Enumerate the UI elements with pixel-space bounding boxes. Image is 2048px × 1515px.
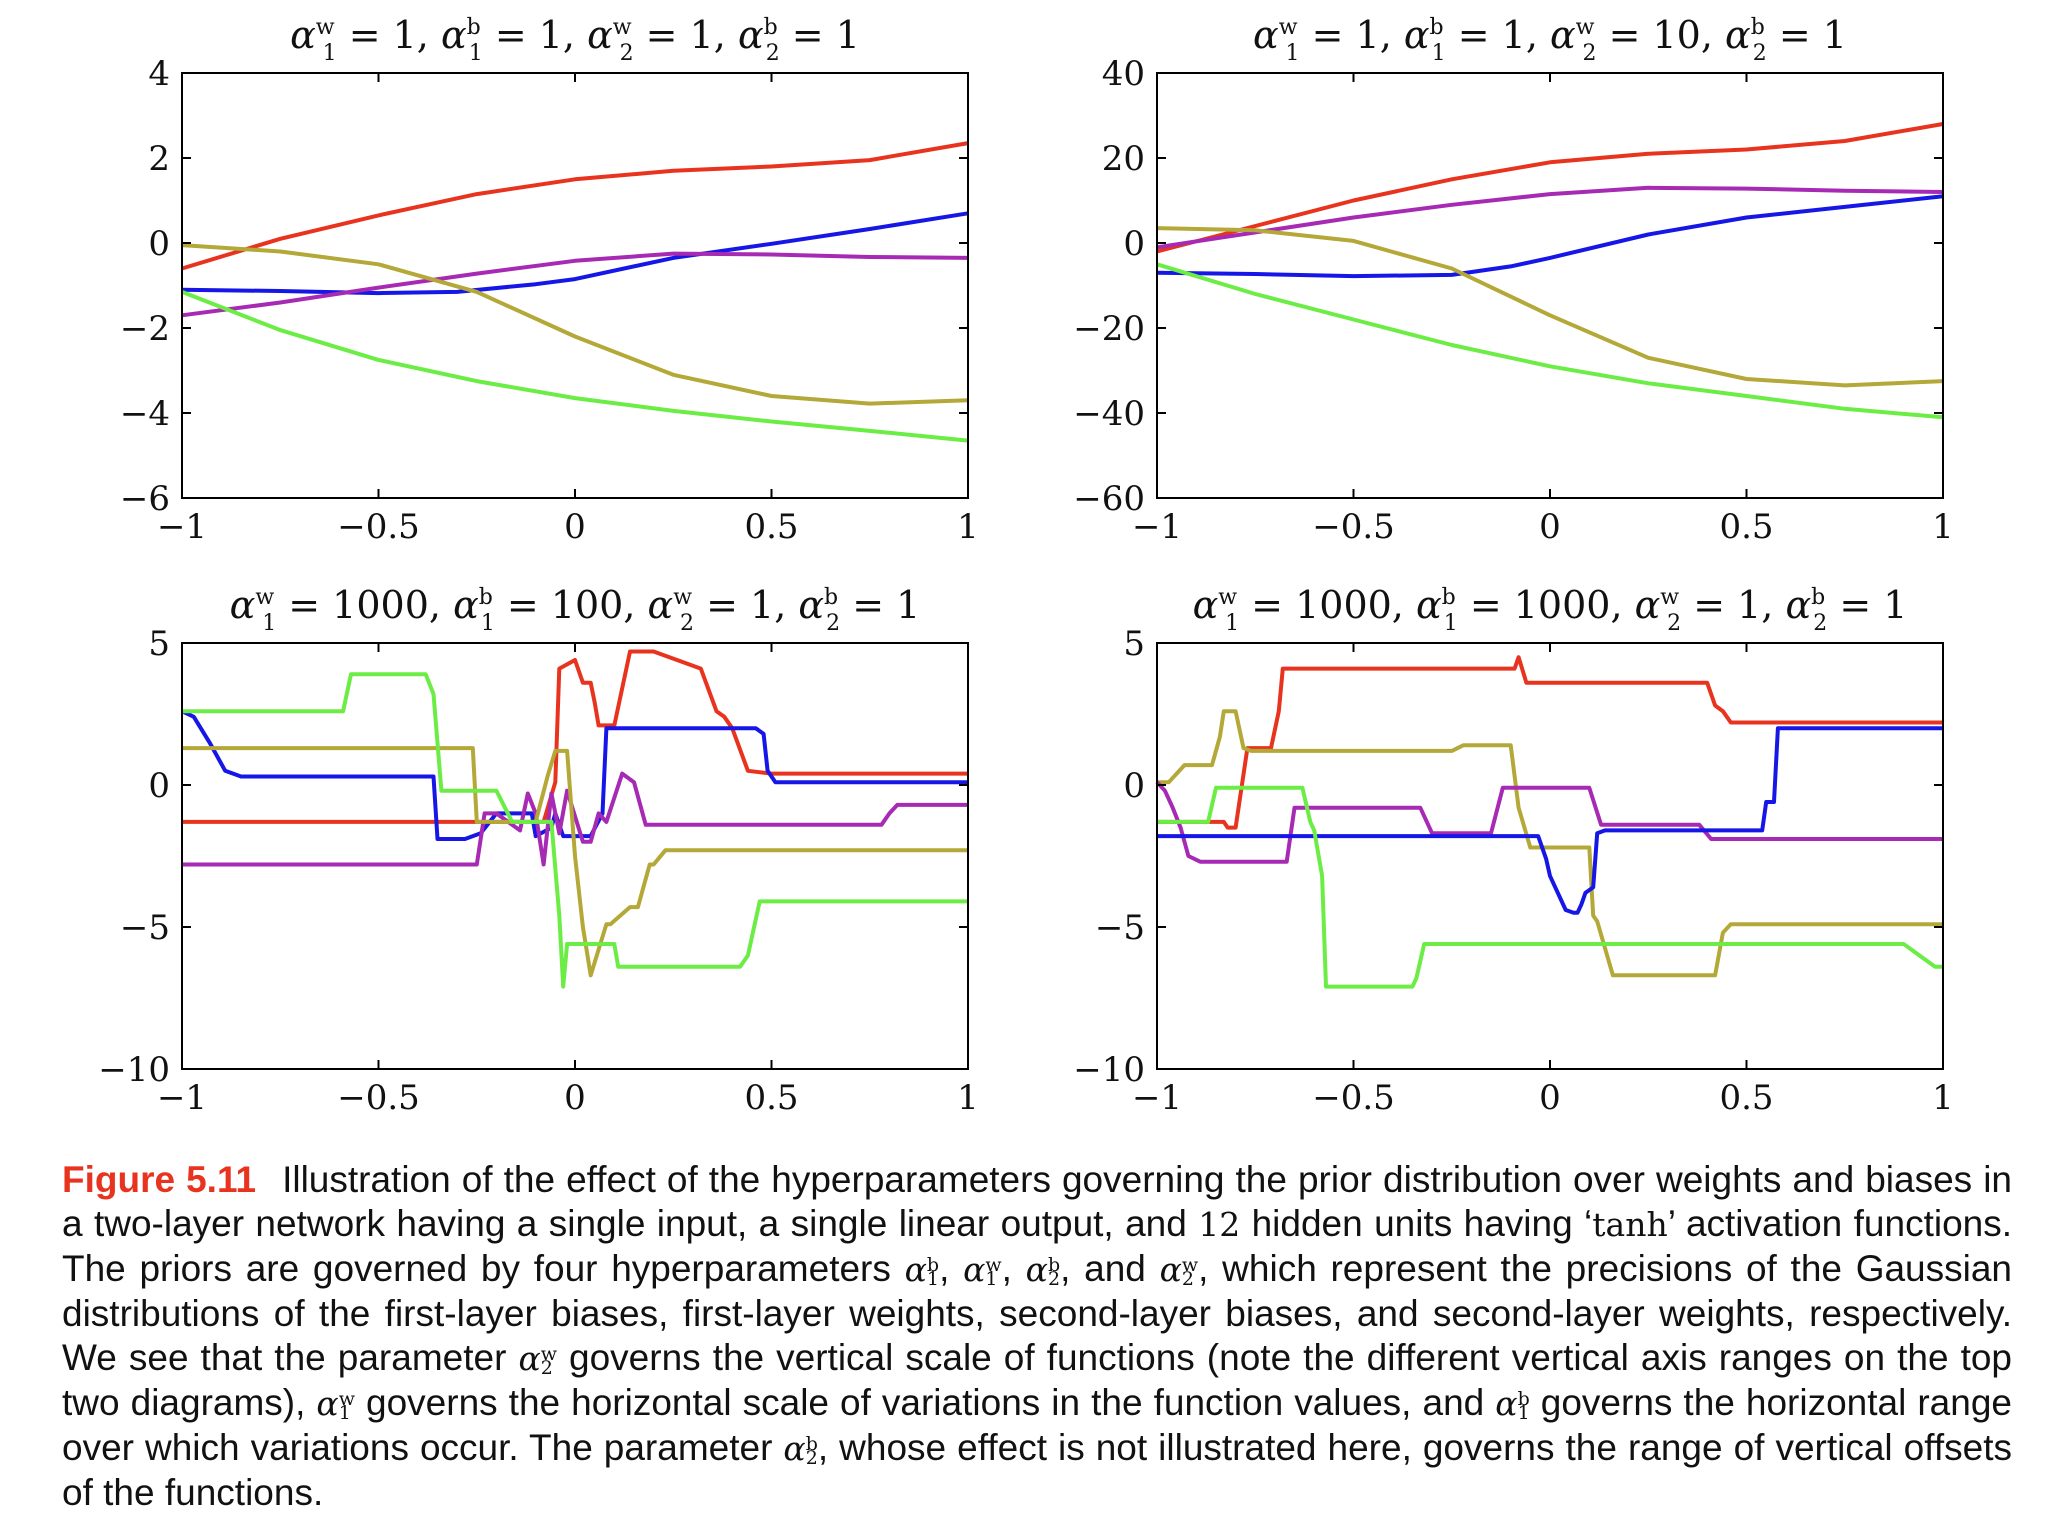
y-tick-label: 0 [1123,766,1145,806]
x-tick-label: 0 [564,507,586,547]
series-line-3 [1155,780,1943,864]
x-tick-label: 1 [957,507,979,547]
x-tick-label: 0 [1539,1078,1561,1118]
series-line-1 [181,141,969,271]
y-tick-label: −6 [120,479,170,519]
caption-text-7: , which represent the precisions of the … [62,1248,2013,1378]
caption-tanh: tanh [1592,1205,1668,1244]
x-tick-label: 1 [1932,1078,1954,1118]
panel-title: αw 1 = 1000, αb 1 = 100, αw 2 = 1, αb 2 = 1 [230,583,921,636]
x-tick-label: −0.5 [337,1078,420,1118]
y-tick-label: 20 [1102,139,1145,179]
caption-text-11: , whose effect is not illustrated here, … [62,1427,2012,1513]
caption-text-4: , [939,1248,964,1289]
x-tick-label: 1 [957,1078,979,1118]
y-tick-label: 5 [1123,624,1145,664]
y-tick-label: −10 [98,1050,170,1090]
series-line-2 [181,211,969,296]
series-line-1 [182,649,968,824]
caption-text-6: , and [1060,1248,1160,1289]
x-tick-label: 1 [1932,507,1954,547]
x-tick-label: −1 [157,1078,207,1118]
x-tick-label: −0.5 [1312,507,1395,547]
caption-text-10: governs the horizontal range over which … [62,1382,2012,1468]
series-line-1 [1157,655,1943,830]
series-line-1 [1156,122,1944,254]
series-line-4 [181,243,969,406]
series-line-2 [181,709,968,841]
y-tick-label: −5 [120,908,170,948]
y-tick-label: 0 [1123,224,1145,264]
series-line-3 [181,251,969,318]
series-line-5 [182,672,968,989]
series-line-2 [1157,709,1943,978]
y-tick-label: 40 [1102,54,1145,94]
y-tick-label: −5 [1095,908,1145,948]
x-tick-label: −1 [1132,1078,1182,1118]
y-tick-label: 0 [148,224,170,264]
figure-label: Figure 5.11 [62,1159,257,1200]
y-tick-label: 5 [148,624,170,664]
plot-frame [181,72,969,499]
plot-frame [1156,642,1944,1070]
y-tick-label: −10 [1073,1050,1145,1090]
x-tick-label: −1 [1132,507,1182,547]
series-line-5 [1156,262,1944,420]
x-tick-label: −0.5 [337,507,420,547]
y-tick-label: −40 [1073,394,1145,434]
panel-title: αw 1 = 1, αb 1 = 1, αw 2 = 10, αb 2 = 1 [1253,13,1847,66]
x-tick-label: −0.5 [1312,1078,1395,1118]
x-tick-label: 0 [1539,507,1561,547]
x-tick-label: 0.5 [1719,507,1773,547]
caption-text-8: governs the vertical scale of functions … [62,1337,2013,1423]
series-line-5 [1157,785,1943,989]
series-line-4 [1157,726,1943,915]
x-tick-label: 0.5 [1719,1078,1773,1118]
series-line-2 [1156,185,1944,250]
y-tick-label: 2 [148,139,170,179]
y-tick-label: 4 [148,54,170,94]
plot-frame [1156,72,1944,499]
caption-text-1: Illustration of the effect of the hyperp… [62,1159,2012,1244]
panel-title: αw 1 = 1, αb 1 = 1, αw 2 = 1, αb 2 = 1 [290,13,860,66]
caption-text-5: , [1001,1248,1026,1289]
caption-text-3: ’ activation functions. The priors are g… [62,1203,2013,1289]
y-tick-label: −60 [1073,479,1145,519]
caption-text-9: governs the horizontal scale of variatio… [354,1382,1496,1423]
y-tick-label: −20 [1073,309,1145,349]
x-tick-label: 0 [564,1078,586,1118]
x-tick-label: 0.5 [744,507,798,547]
series-line-4 [1156,226,1944,388]
x-tick-label: 0.5 [744,1078,798,1118]
caption-text-2: hidden units having ‘ [1240,1203,1593,1244]
y-tick-label: −4 [120,394,170,434]
series-line-3 [1156,194,1944,279]
panel-title: αw 1 = 1000, αb 1 = 1000, αw 2 = 1, αb 2 = 1 [1193,583,1908,636]
x-tick-label: −1 [157,507,207,547]
y-tick-label: 0 [148,766,170,806]
caption-hidden-count: 12 [1198,1205,1241,1244]
series-line-5 [181,290,969,443]
y-tick-label: −2 [120,309,170,349]
figure-caption: Figure 5.11 Illustration of the effect of… [62,1158,2012,1515]
